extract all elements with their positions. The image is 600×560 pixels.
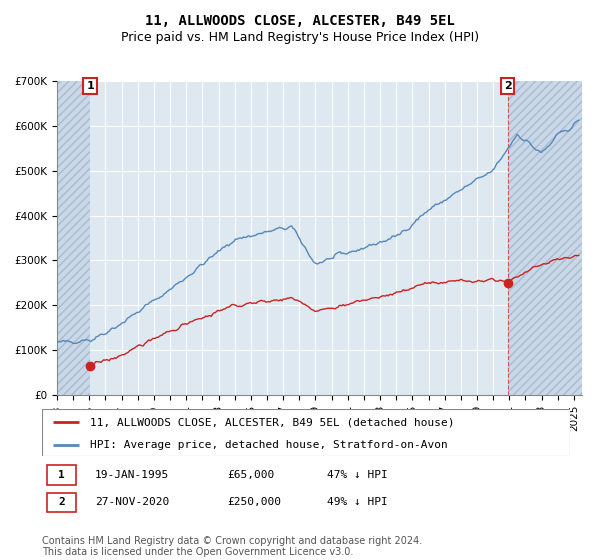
Text: 47% ↓ HPI: 47% ↓ HPI (327, 470, 388, 480)
FancyBboxPatch shape (42, 409, 570, 456)
Text: 19-JAN-1995: 19-JAN-1995 (95, 470, 169, 480)
Text: 2: 2 (504, 81, 512, 91)
Text: Price paid vs. HM Land Registry's House Price Index (HPI): Price paid vs. HM Land Registry's House … (121, 31, 479, 44)
Text: 2: 2 (58, 497, 65, 507)
Text: £65,000: £65,000 (227, 470, 274, 480)
Text: Contains HM Land Registry data © Crown copyright and database right 2024.
This d: Contains HM Land Registry data © Crown c… (42, 535, 422, 557)
Bar (57, 81, 90, 395)
Text: HPI: Average price, detached house, Stratford-on-Avon: HPI: Average price, detached house, Stra… (89, 440, 447, 450)
Text: 27-NOV-2020: 27-NOV-2020 (95, 497, 169, 507)
FancyBboxPatch shape (47, 465, 76, 484)
Text: 11, ALLWOODS CLOSE, ALCESTER, B49 5EL (detached house): 11, ALLWOODS CLOSE, ALCESTER, B49 5EL (d… (89, 417, 454, 427)
Text: 1: 1 (58, 470, 65, 480)
Text: £250,000: £250,000 (227, 497, 281, 507)
FancyBboxPatch shape (47, 493, 76, 512)
Bar (508, 81, 582, 395)
Text: 11, ALLWOODS CLOSE, ALCESTER, B49 5EL: 11, ALLWOODS CLOSE, ALCESTER, B49 5EL (145, 14, 455, 28)
Text: 1: 1 (86, 81, 94, 91)
Text: 49% ↓ HPI: 49% ↓ HPI (327, 497, 388, 507)
